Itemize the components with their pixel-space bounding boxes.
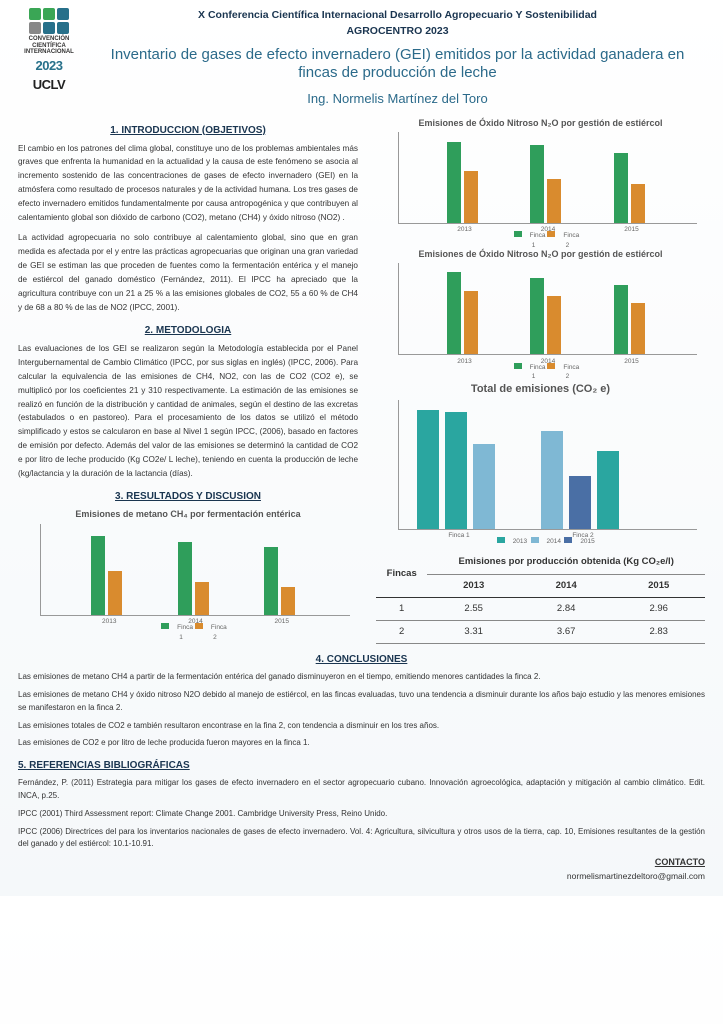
header: CONVENCIÓNCIENTÍFICAINTERNACIONAL 2023 U… bbox=[18, 8, 705, 109]
total-legend: 2013 2014 2015 bbox=[376, 536, 705, 546]
methodology-paragraph: Las evaluaciones de los GEI se realizaro… bbox=[18, 342, 358, 481]
logo-icon bbox=[29, 8, 69, 34]
conclusion-1: Las emisiones de metano CH4 a partir de … bbox=[18, 671, 705, 684]
intro-paragraph-1: El cambio en los patrones del clima glob… bbox=[18, 142, 358, 226]
table-head-main: Emisiones por producción obtenida (Kg CO… bbox=[427, 551, 705, 574]
intro-paragraph-2: La actividad agropecuaria no solo contri… bbox=[18, 231, 358, 315]
references-heading: 5. REFERENCIAS BIBLIOGRÁFICAS bbox=[18, 758, 705, 773]
contact-email: normelismartinezdeltoro@gmail.com bbox=[18, 870, 705, 883]
conclusion-4: Las emisiones de CO2 e por litro de lech… bbox=[18, 737, 705, 750]
conclusions-section: 4. CONCLUSIONES Las emisiones de metano … bbox=[18, 652, 705, 750]
ch4-chart: 201320142015 bbox=[40, 524, 350, 616]
logo-year: 2023 bbox=[36, 56, 63, 76]
conference-title: X Conferencia Científica Internacional D… bbox=[90, 8, 705, 24]
reference-2: IPCC (2001) Third Assessment report: Cli… bbox=[18, 808, 705, 821]
n2o-a-title: Emisiones de Óxido Nitroso N₂O por gesti… bbox=[376, 117, 705, 131]
n2o-b-title: Emisiones de Óxido Nitroso N₂O por gesti… bbox=[376, 248, 705, 262]
table-year-2: 2014 bbox=[520, 574, 613, 597]
n2o-a-chart: 201320142015 bbox=[398, 132, 697, 224]
conference-logo: CONVENCIÓNCIENTÍFICAINTERNACIONAL 2023 U… bbox=[18, 8, 80, 95]
emissions-table: Fincas Emisiones por producción obtenida… bbox=[376, 551, 705, 644]
n2o-b-chart: 201320142015 bbox=[398, 263, 697, 355]
logo-uclv: UCLV bbox=[33, 75, 65, 95]
table-row: 23.313.672.83 bbox=[376, 621, 705, 644]
conclusion-2: Las emisiones de metano CH4 y óxido nitr… bbox=[18, 689, 705, 715]
conference-subtitle: AGROCENTRO 2023 bbox=[90, 24, 705, 40]
total-chart-title: Total de emisiones (CO₂ e) bbox=[376, 381, 705, 398]
conclusion-3: Las emisiones totales de CO2 e también r… bbox=[18, 720, 705, 733]
reference-3: IPCC (2006) Directrices del para los inv… bbox=[18, 826, 705, 852]
methodology-heading: 2. METODOLOGIA bbox=[18, 323, 358, 338]
right-column: Emisiones de Óxido Nitroso N₂O por gesti… bbox=[376, 115, 705, 645]
ch4-chart-title: Emisiones de metano CH₄ por fermentación… bbox=[18, 508, 358, 522]
conclusions-heading: 4. CONCLUSIONES bbox=[18, 652, 705, 667]
reference-1: Fernández, P. (2011) Estrategia para mit… bbox=[18, 777, 705, 803]
table-head-fincas: Fincas bbox=[376, 551, 427, 597]
body-columns: 1. INTRODUCCION (OBJETIVOS) El cambio en… bbox=[18, 115, 705, 645]
intro-heading: 1. INTRODUCCION (OBJETIVOS) bbox=[18, 123, 358, 138]
author: Ing. Normelis Martínez del Toro bbox=[90, 89, 705, 109]
logo-text: CONVENCIÓNCIENTÍFICAINTERNACIONAL bbox=[24, 36, 74, 56]
table-body: 12.552.842.9623.313.672.83 bbox=[376, 597, 705, 644]
contact-section: CONTACTO normelismartinezdeltoro@gmail.c… bbox=[18, 856, 705, 882]
table-row: 12.552.842.96 bbox=[376, 597, 705, 620]
results-heading: 3. RESULTADOS Y DISCUSION bbox=[18, 489, 358, 504]
table-year-3: 2015 bbox=[612, 574, 705, 597]
table-year-1: 2013 bbox=[427, 574, 520, 597]
header-titles: X Conferencia Científica Internacional D… bbox=[90, 8, 705, 109]
contact-label: CONTACTO bbox=[18, 856, 705, 870]
left-column: 1. INTRODUCCION (OBJETIVOS) El cambio en… bbox=[18, 115, 358, 645]
poster-title: Inventario de gases de efecto invernader… bbox=[90, 46, 705, 84]
references-section: 5. REFERENCIAS BIBLIOGRÁFICAS Fernández,… bbox=[18, 758, 705, 851]
total-chart: Finca 1Finca 2 bbox=[398, 400, 697, 530]
